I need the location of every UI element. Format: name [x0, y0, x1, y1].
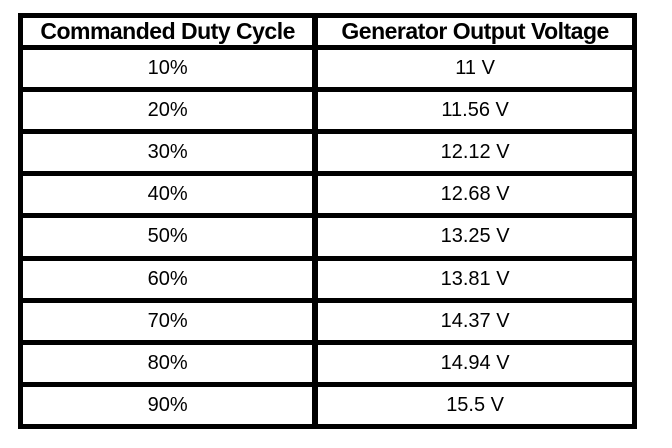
duty-cycle-cell: 40%: [18, 171, 319, 219]
table-row: 10% 11 V: [18, 44, 638, 93]
voltage-cell: 13.25 V: [312, 213, 638, 261]
table-row: 30% 12.12 V: [18, 129, 638, 177]
table-row: 60% 13.81 V: [18, 255, 638, 303]
duty-cycle-cell: 80%: [18, 339, 319, 387]
voltage-cell: 13.81 V: [312, 255, 638, 303]
table-row: 50% 13.25 V: [18, 213, 638, 261]
duty-cycle-voltage-table: Commanded Duty Cycle Generator Output Vo…: [18, 13, 638, 430]
voltage-cell: 11 V: [312, 44, 638, 93]
header-row: Commanded Duty Cycle Generator Output Vo…: [18, 13, 638, 50]
table-row: 80% 14.94 V: [18, 339, 638, 387]
header-cell-duty-cycle: Commanded Duty Cycle: [18, 13, 319, 50]
voltage-cell: 15.5 V: [312, 381, 638, 430]
voltage-cell: 12.12 V: [312, 129, 638, 177]
duty-cycle-cell: 70%: [18, 297, 319, 345]
duty-cycle-cell: 10%: [18, 44, 319, 93]
voltage-cell: 12.68 V: [312, 171, 638, 219]
duty-cycle-cell: 60%: [18, 255, 319, 303]
duty-cycle-cell: 50%: [18, 213, 319, 261]
header-cell-output-voltage: Generator Output Voltage: [312, 13, 638, 50]
table-row: 70% 14.37 V: [18, 297, 638, 345]
voltage-cell: 14.37 V: [312, 297, 638, 345]
duty-cycle-cell: 30%: [18, 129, 319, 177]
table-row: 90% 15.5 V: [18, 381, 638, 430]
duty-cycle-cell: 20%: [18, 87, 319, 135]
voltage-cell: 11.56 V: [312, 87, 638, 135]
table-row: 40% 12.68 V: [18, 171, 638, 219]
voltage-cell: 14.94 V: [312, 339, 638, 387]
table-row: 20% 11.56 V: [18, 87, 638, 135]
duty-cycle-cell: 90%: [18, 381, 319, 430]
